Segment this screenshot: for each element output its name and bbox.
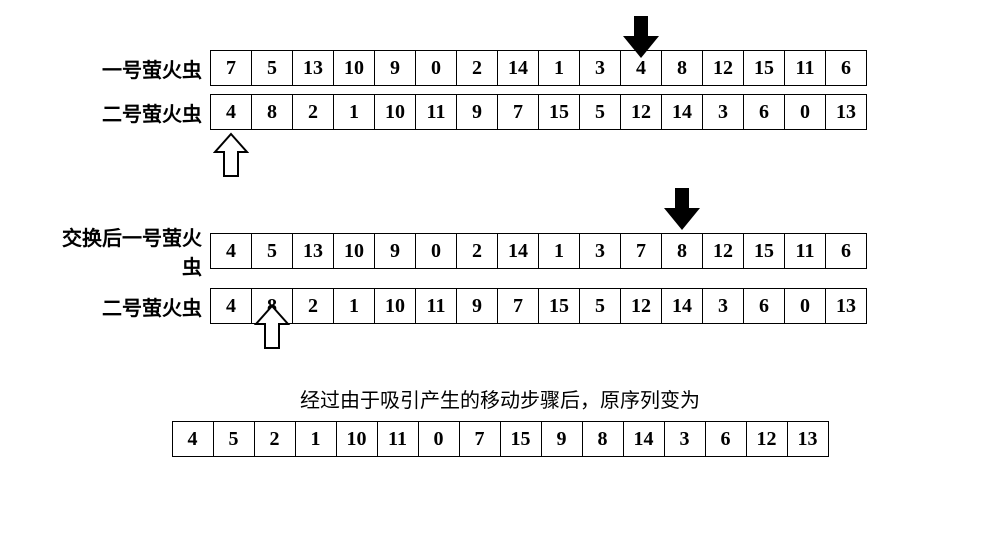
cell: 15: [538, 94, 580, 130]
cells: 4521101107159814361213: [172, 421, 829, 457]
cell: 7: [459, 421, 501, 457]
cell: 3: [702, 94, 744, 130]
cell: 11: [784, 233, 826, 269]
cell: 1: [333, 94, 375, 130]
cell: 12: [620, 288, 662, 324]
cell: 10: [374, 94, 416, 130]
cell: 9: [374, 50, 416, 86]
outline-up-arrow-icon: [213, 132, 249, 178]
block2: 交换后一号萤火虫 4513109021413781215116 二号萤火虫 48…: [0, 222, 1000, 324]
cell: 7: [497, 288, 539, 324]
cell: 9: [456, 288, 498, 324]
cell: 5: [579, 288, 621, 324]
cell: 1: [333, 288, 375, 324]
cell: 3: [579, 233, 621, 269]
block2-row2: 二号萤火虫 4821101197155121436013: [0, 288, 1000, 324]
cell: 14: [661, 288, 703, 324]
cell: 14: [497, 50, 539, 86]
cells: 7513109021413481215116: [210, 50, 867, 86]
cell: 13: [292, 50, 334, 86]
cell: 7: [620, 233, 662, 269]
cell: 9: [456, 94, 498, 130]
cell: 9: [541, 421, 583, 457]
cells: 4821101197155121436013: [210, 94, 867, 130]
row-label: 二号萤火虫: [60, 98, 210, 127]
cell: 6: [743, 94, 785, 130]
cell: 11: [415, 94, 457, 130]
cell: 8: [661, 233, 703, 269]
cell: 5: [251, 50, 293, 86]
cell: 15: [743, 50, 785, 86]
cell: 12: [702, 233, 744, 269]
cell: 6: [705, 421, 747, 457]
final-row: 4521101107159814361213: [0, 421, 1000, 457]
cell: 4: [210, 288, 252, 324]
cell: 14: [623, 421, 665, 457]
block1-row2: 二号萤火虫 4821101197155121436013: [0, 94, 1000, 130]
cell: 8: [251, 94, 293, 130]
cell: 3: [664, 421, 706, 457]
cell: 11: [784, 50, 826, 86]
block1: 一号萤火虫 7513109021413481215116 二号萤火虫 48211…: [0, 50, 1000, 130]
cell: 13: [825, 94, 867, 130]
cell: 6: [825, 233, 867, 269]
cell: 13: [787, 421, 829, 457]
cell: 0: [415, 50, 457, 86]
row-label: 一号萤火虫: [60, 54, 210, 83]
cell: 1: [538, 233, 580, 269]
cell: 8: [661, 50, 703, 86]
cell: 10: [374, 288, 416, 324]
cell: 7: [497, 94, 539, 130]
cell: 5: [579, 94, 621, 130]
cell: 2: [456, 233, 498, 269]
caption-text: 经过由于吸引产生的移动步骤后，原序列变为: [0, 384, 1000, 413]
cell: 4: [210, 94, 252, 130]
cell: 7: [210, 50, 252, 86]
cell: 5: [251, 233, 293, 269]
cell: 2: [456, 50, 498, 86]
block2-row1: 交换后一号萤火虫 4513109021413781215116: [0, 222, 1000, 280]
cell: 15: [743, 233, 785, 269]
cell: 15: [500, 421, 542, 457]
outline-up-arrow-icon: [254, 304, 290, 350]
cell: 12: [702, 50, 744, 86]
cell: 11: [415, 288, 457, 324]
cell: 3: [579, 50, 621, 86]
row-label: 二号萤火虫: [60, 292, 210, 321]
cell: 0: [784, 94, 826, 130]
cell: 4: [210, 233, 252, 269]
cell: 15: [538, 288, 580, 324]
cell: 8: [582, 421, 624, 457]
cell: 1: [295, 421, 337, 457]
cell: 12: [620, 94, 662, 130]
cell: 13: [825, 288, 867, 324]
block1-row1: 一号萤火虫 7513109021413481215116: [0, 50, 1000, 86]
cell: 6: [825, 50, 867, 86]
cell: 14: [661, 94, 703, 130]
cell: 1: [538, 50, 580, 86]
row-label: 交换后一号萤火虫: [60, 222, 210, 280]
cell: 13: [292, 233, 334, 269]
cell: 2: [292, 288, 334, 324]
cell: 11: [377, 421, 419, 457]
cell: 2: [292, 94, 334, 130]
cell: 0: [415, 233, 457, 269]
cell: 12: [746, 421, 788, 457]
cells: 4821101197155121436013: [210, 288, 867, 324]
cell: 14: [497, 233, 539, 269]
cell: 0: [784, 288, 826, 324]
cell: 4: [172, 421, 214, 457]
cell: 10: [336, 421, 378, 457]
cell: 3: [702, 288, 744, 324]
cell: 2: [254, 421, 296, 457]
cell: 10: [333, 50, 375, 86]
cells: 4513109021413781215116: [210, 233, 867, 269]
cell: 10: [333, 233, 375, 269]
cell: 6: [743, 288, 785, 324]
cell: 5: [213, 421, 255, 457]
cell: 9: [374, 233, 416, 269]
cell: 0: [418, 421, 460, 457]
